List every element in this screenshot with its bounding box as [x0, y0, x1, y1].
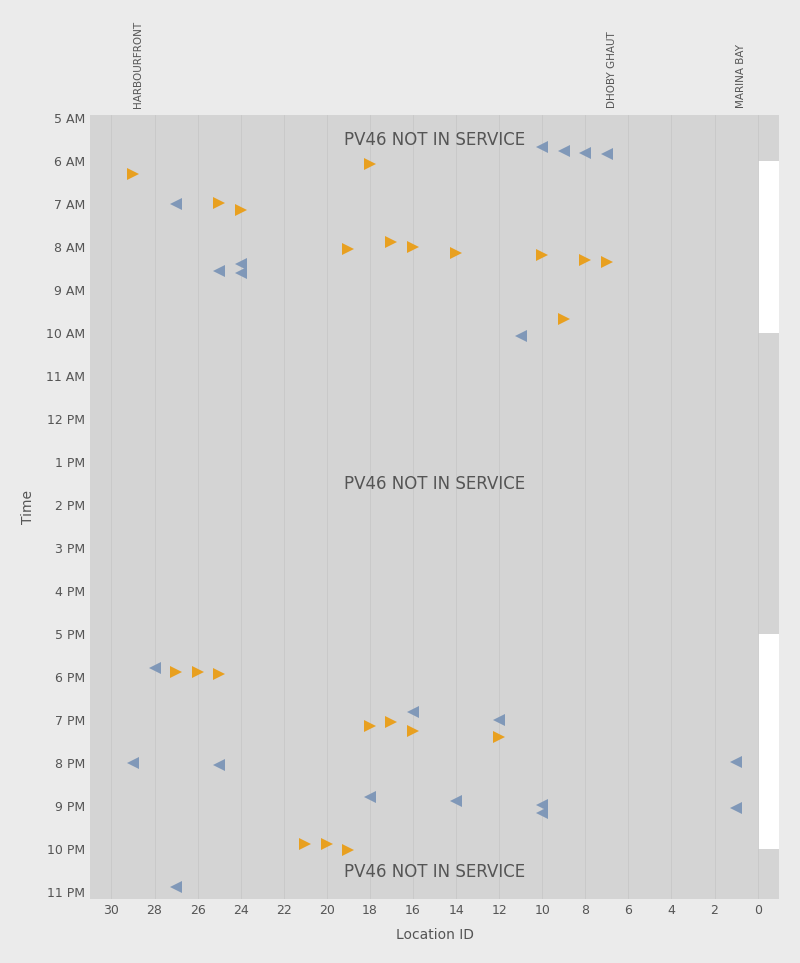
Bar — [90, 115, 779, 162]
Bar — [284, 115, 327, 899]
Bar — [154, 115, 198, 899]
Bar — [628, 115, 671, 899]
Bar — [456, 115, 499, 899]
Bar — [198, 115, 241, 899]
Text: PV46 NOT IN SERVICE: PV46 NOT IN SERVICE — [344, 131, 525, 149]
Text: PV46 NOT IN SERVICE: PV46 NOT IN SERVICE — [344, 863, 525, 881]
Bar — [714, 115, 758, 899]
Bar — [542, 115, 586, 899]
Bar — [413, 115, 456, 899]
Bar — [586, 115, 628, 899]
Bar — [671, 115, 714, 899]
Bar — [90, 333, 779, 635]
Bar — [241, 115, 284, 899]
Bar — [68, 115, 111, 899]
Text: DHOBY GHAUT: DHOBY GHAUT — [607, 31, 617, 108]
Text: HARBOURFRONT: HARBOURFRONT — [133, 21, 143, 108]
Bar — [499, 115, 542, 899]
Y-axis label: Time: Time — [21, 490, 35, 524]
Bar — [370, 115, 413, 899]
Bar — [111, 115, 154, 899]
Text: PV46 NOT IN SERVICE: PV46 NOT IN SERVICE — [344, 475, 525, 493]
X-axis label: Location ID: Location ID — [395, 928, 474, 942]
Bar — [90, 849, 779, 899]
Bar — [327, 115, 370, 899]
Text: MARINA BAY: MARINA BAY — [736, 44, 746, 108]
